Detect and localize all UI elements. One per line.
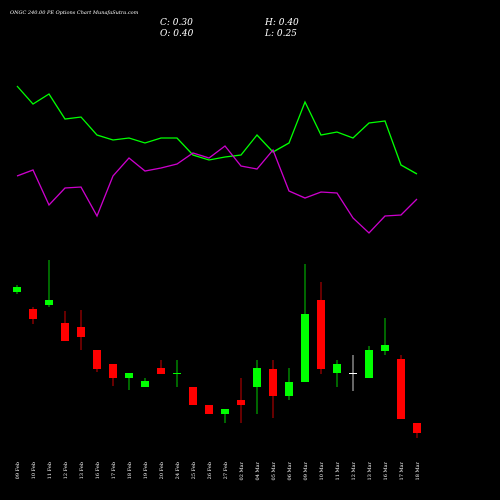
x-tick-label: 06 Mar <box>287 461 293 480</box>
candle-body <box>349 373 357 374</box>
x-tick-label: 12 Mar <box>351 461 357 480</box>
candle-body <box>285 382 293 396</box>
candle-body <box>221 409 229 414</box>
x-tick-label: 09 Feb <box>15 462 21 479</box>
x-tick-label: 12 Feb <box>63 462 69 479</box>
candle-body <box>125 373 133 378</box>
x-tick-label: 10 Mar <box>319 461 325 480</box>
candle-body <box>269 369 277 396</box>
candle-body <box>413 423 421 433</box>
candle-body <box>45 300 53 305</box>
candle-body <box>141 381 149 387</box>
x-tick-label: 17 Mar <box>399 461 405 480</box>
candle-body <box>93 350 101 369</box>
x-tick-label: 27 Feb <box>223 462 229 479</box>
candle-body <box>365 350 373 378</box>
candle-body <box>333 364 341 373</box>
candle-body <box>205 405 213 414</box>
x-tick-label: 19 Feb <box>143 462 149 479</box>
candle-body <box>381 345 389 351</box>
x-tick-label: 26 Feb <box>207 462 213 479</box>
candle-body <box>237 400 245 405</box>
candle-body <box>157 368 165 374</box>
candle-body <box>397 359 405 419</box>
candle-body <box>189 387 197 405</box>
x-tick-label: 10 Feb <box>31 462 37 479</box>
candle-body <box>77 327 85 337</box>
x-tick-label: 16 Feb <box>95 462 101 479</box>
indicator-line <box>16 145 418 234</box>
x-tick-label: 20 Feb <box>159 462 165 479</box>
x-tick-label: 18 Feb <box>127 462 133 479</box>
candle-body <box>29 309 37 319</box>
x-tick-label: 24 Feb <box>175 462 181 479</box>
x-tick-label: 17 Feb <box>111 462 117 479</box>
x-tick-label: 13 Mar <box>367 461 373 480</box>
x-tick-label: 05 Mar <box>271 461 277 480</box>
chart-title: ONGC 240.00 PE Options Chart MunafaSutra… <box>10 10 139 16</box>
header-low: L: 0.25 <box>264 29 297 39</box>
candle-body <box>253 368 261 387</box>
x-tick-label: 02 Mar <box>239 461 245 480</box>
header-close: C: 0.30 <box>160 18 193 28</box>
candle-body <box>301 314 309 382</box>
candle-body <box>13 287 21 292</box>
x-tick-label: 18 Mar <box>415 461 421 480</box>
x-tick-label: 25 Feb <box>191 462 197 479</box>
x-tick-label: 11 Mar <box>335 461 341 480</box>
x-tick-label: 09 Mar <box>303 461 309 480</box>
x-tick-label: 04 Mar <box>255 461 261 480</box>
indicator-line <box>16 85 418 175</box>
x-tick-label: 13 Feb <box>79 462 85 479</box>
header-high: H: 0.40 <box>264 18 299 28</box>
candle-body <box>109 364 117 378</box>
x-tick-label: 11 Feb <box>47 462 53 479</box>
candle-body <box>173 373 181 374</box>
header-open: O: 0.40 <box>160 29 194 39</box>
x-tick-label: 16 Mar <box>383 461 389 480</box>
candle-body <box>61 323 69 341</box>
candle-body <box>317 300 325 369</box>
